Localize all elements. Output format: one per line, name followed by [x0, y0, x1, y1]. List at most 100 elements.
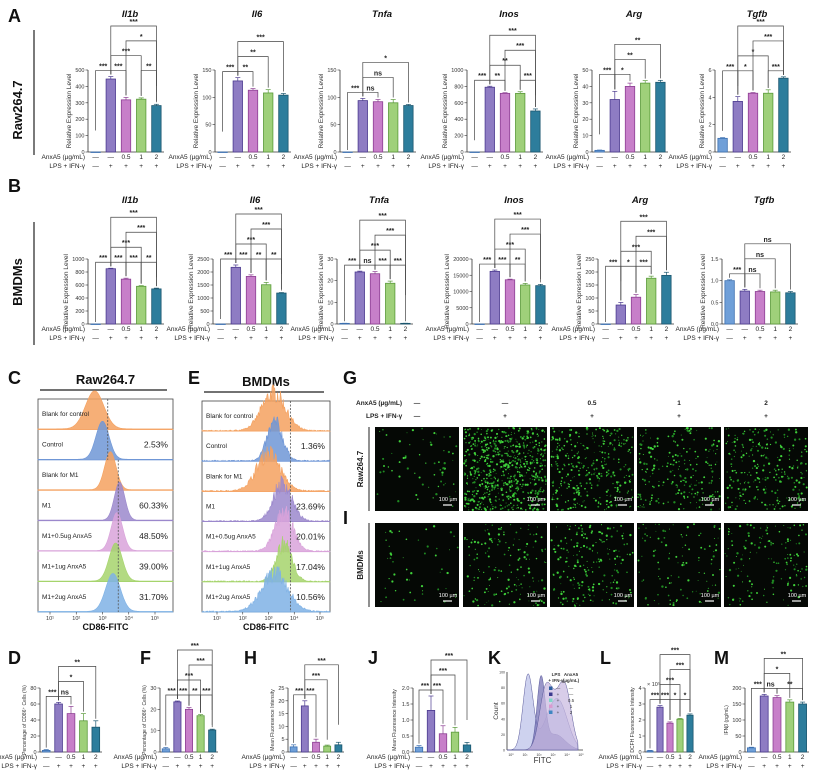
cell-signal	[432, 525, 436, 528]
cell-signal	[584, 506, 587, 509]
cell-signal	[532, 446, 535, 449]
bar	[469, 151, 480, 153]
cell-signal	[532, 605, 534, 607]
y-tick-label: 5	[281, 737, 284, 743]
cell-signal	[524, 458, 527, 461]
cell-signal	[702, 503, 704, 505]
cell-signal	[468, 590, 471, 593]
cell-signal	[495, 440, 497, 443]
anxa5-value: 0.5	[772, 754, 781, 761]
x-axis-label: CD86-FITC	[82, 622, 129, 632]
significance-label: ***	[733, 267, 741, 274]
cell-signal	[781, 543, 783, 545]
cell-signal	[666, 462, 669, 465]
cell-signal	[499, 528, 502, 531]
lps-value: —	[92, 335, 99, 342]
cell-signal	[610, 504, 613, 507]
row-label: M1+0.5ug AnxA5	[42, 533, 92, 540]
cell-signal	[623, 466, 625, 468]
cell-signal	[483, 504, 484, 505]
cell-signal	[730, 458, 733, 460]
cell-signal	[492, 506, 494, 508]
bar	[232, 80, 243, 153]
significance-label: ***	[661, 693, 669, 700]
lps-value: —	[92, 163, 99, 170]
lps-value: +	[264, 335, 268, 342]
cell-signal	[668, 552, 670, 554]
cell-signal	[745, 452, 748, 455]
cell-signal	[502, 482, 505, 485]
cell-signal	[712, 555, 715, 558]
cell-signal	[801, 529, 803, 531]
cell-signal	[476, 431, 478, 434]
cell-signal	[580, 546, 582, 549]
y-tick-label: 20	[582, 117, 588, 123]
cell-signal	[570, 468, 573, 472]
cell-signal	[558, 444, 560, 447]
cell-signal	[552, 548, 555, 550]
lps-row-label: LPS + IFN-γ	[49, 335, 85, 342]
cell-signal	[561, 477, 563, 479]
y-tick-label: 150	[585, 283, 594, 289]
cell-signal	[612, 482, 614, 485]
cell-signal	[498, 498, 500, 500]
cell-signal	[487, 447, 490, 450]
cell-signal	[732, 584, 735, 587]
bar	[504, 279, 516, 325]
bar	[369, 273, 381, 325]
cell-signal	[592, 438, 594, 440]
lps-value: —	[43, 763, 50, 770]
bar	[263, 92, 274, 153]
cell-signal	[379, 430, 381, 432]
y-tick-label: 20	[150, 707, 156, 713]
cell-signal	[589, 599, 592, 602]
cell-signal	[753, 464, 757, 468]
cell-signal	[486, 486, 489, 489]
cell-signal	[567, 499, 570, 502]
cell-signal	[397, 500, 400, 503]
cell-signal	[759, 527, 762, 529]
cell-signal	[762, 594, 765, 597]
cell-signal	[477, 541, 480, 544]
cell-signal	[618, 461, 620, 463]
cell-signal	[613, 551, 615, 553]
cell-signal	[497, 453, 500, 456]
cell-signal	[552, 427, 555, 430]
cell-signal	[559, 539, 563, 543]
cell-signal	[500, 526, 503, 529]
y-axis-label: Relative Expression Level	[188, 254, 195, 329]
cell-signal	[376, 493, 379, 495]
significance-label: *	[384, 55, 387, 62]
gate-percent: 20.01%	[296, 532, 325, 542]
lps-value: +	[453, 763, 457, 770]
cell-signal	[520, 501, 523, 504]
cell-signal	[805, 445, 807, 448]
anxa5-value: —	[416, 754, 423, 761]
cell-signal	[772, 576, 775, 578]
cell-signal	[471, 498, 474, 501]
bar	[646, 277, 657, 325]
cell-signal	[503, 464, 506, 467]
cell-signal	[683, 497, 686, 499]
anxa5-value: —	[719, 154, 726, 161]
cell-signal	[509, 481, 511, 482]
cell-signal	[621, 434, 623, 436]
cell-signal	[507, 450, 509, 452]
gate-percent: 1.36%	[301, 441, 326, 451]
cell-signal	[418, 476, 421, 479]
cell-signal	[769, 443, 772, 446]
cell-signal	[730, 486, 733, 489]
cell-signal	[649, 503, 651, 505]
cell-signal	[494, 451, 497, 453]
cell-signal	[748, 438, 752, 442]
cell-signal	[485, 454, 487, 457]
cell-signal	[536, 461, 539, 464]
cell-signal	[593, 468, 595, 470]
cell-signal	[411, 428, 415, 432]
cell-signal	[750, 542, 753, 545]
cell-signal	[577, 493, 580, 496]
cell-signal	[681, 438, 684, 441]
cell-signal	[621, 534, 624, 537]
lps-value: +	[361, 163, 365, 170]
